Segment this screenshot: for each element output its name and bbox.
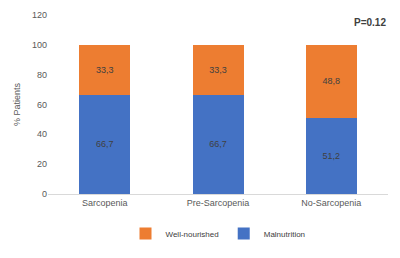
- svg-text:Sarcopenia: Sarcopenia: [82, 198, 128, 208]
- svg-text:20: 20: [37, 159, 47, 169]
- svg-text:% Patients: % Patients: [12, 82, 22, 126]
- svg-text:Pre-Sarcopenia: Pre-Sarcopenia: [187, 198, 250, 208]
- svg-text:Well-nourished: Well-nourished: [166, 230, 219, 239]
- svg-text:33,3: 33,3: [209, 65, 227, 75]
- svg-text:P=0.12: P=0.12: [354, 17, 386, 28]
- svg-text:66,7: 66,7: [209, 139, 227, 149]
- svg-text:48,8: 48,8: [323, 76, 341, 86]
- svg-text:51,2: 51,2: [323, 151, 341, 161]
- svg-text:33,3: 33,3: [96, 65, 114, 75]
- svg-text:80: 80: [37, 70, 47, 80]
- svg-text:0: 0: [42, 189, 47, 199]
- svg-text:100: 100: [32, 40, 47, 50]
- svg-text:Malnutrition: Malnutrition: [264, 230, 305, 239]
- svg-text:60: 60: [37, 100, 47, 110]
- svg-text:66,7: 66,7: [96, 139, 114, 149]
- svg-text:No-Sarcopenia: No-Sarcopenia: [301, 198, 361, 208]
- svg-text:40: 40: [37, 129, 47, 139]
- svg-text:120: 120: [32, 10, 47, 20]
